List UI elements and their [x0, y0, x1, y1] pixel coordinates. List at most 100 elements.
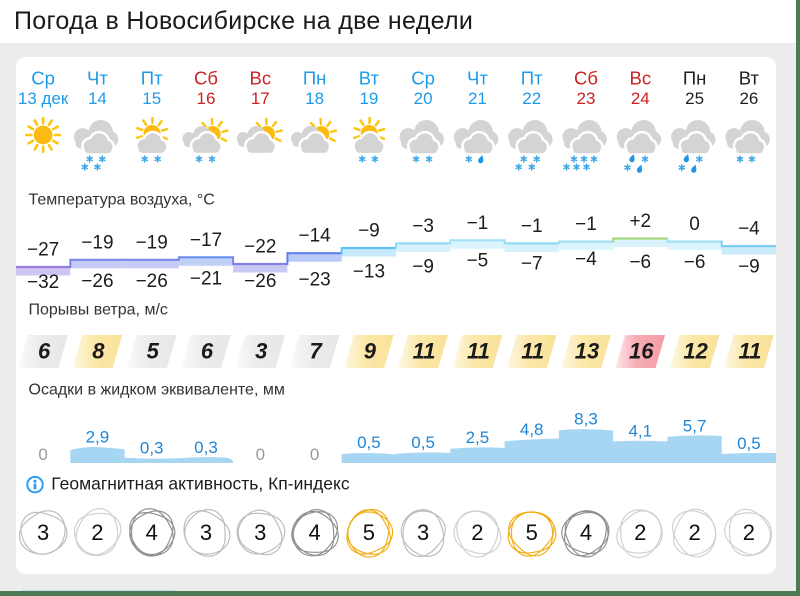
svg-text:0,5: 0,5: [357, 433, 381, 452]
svg-text:−27: −27: [27, 240, 59, 261]
svg-text:3: 3: [255, 339, 267, 364]
svg-text:Вт: Вт: [359, 68, 380, 89]
svg-text:−9: −9: [412, 256, 434, 277]
svg-text:16: 16: [197, 89, 216, 108]
svg-text:−26: −26: [244, 271, 276, 292]
svg-text:−32: −32: [27, 272, 59, 293]
svg-text:17: 17: [251, 89, 270, 108]
svg-text:−6: −6: [629, 252, 651, 273]
svg-text:8: 8: [92, 339, 105, 364]
svg-text:3: 3: [200, 520, 212, 545]
svg-text:Осадки в жидком эквиваленте, м: Осадки в жидком эквиваленте, мм: [29, 382, 285, 399]
svg-text:24: 24: [631, 89, 650, 108]
svg-text:2: 2: [634, 520, 646, 545]
svg-text:−1: −1: [467, 213, 489, 234]
svg-text:−1: −1: [575, 214, 597, 235]
svg-text:11: 11: [413, 339, 436, 364]
svg-text:25: 25: [685, 89, 704, 108]
svg-text:−3: −3: [412, 216, 434, 237]
svg-text:−13: −13: [353, 261, 385, 282]
svg-text:22: 22: [522, 89, 541, 108]
svg-text:2: 2: [743, 520, 755, 545]
svg-text:−6: −6: [684, 252, 706, 273]
svg-text:−4: −4: [575, 249, 597, 270]
svg-text:4,1: 4,1: [628, 422, 652, 441]
svg-text:−19: −19: [136, 232, 168, 253]
svg-text:20: 20: [414, 89, 433, 108]
svg-text:5: 5: [363, 520, 375, 545]
svg-text:Вс: Вс: [250, 68, 272, 89]
svg-text:16: 16: [629, 339, 654, 364]
svg-text:6: 6: [38, 339, 51, 364]
svg-text:18: 18: [305, 89, 324, 108]
svg-text:0: 0: [256, 445, 265, 464]
svg-text:4: 4: [146, 520, 158, 545]
svg-text:2: 2: [91, 520, 103, 545]
svg-text:0,5: 0,5: [737, 434, 761, 453]
svg-text:0: 0: [38, 445, 47, 464]
svg-text:2: 2: [688, 520, 700, 545]
svg-text:5: 5: [526, 520, 538, 545]
svg-text:0,5: 0,5: [411, 433, 435, 452]
svg-text:Геомагнитная активность, Кп-ин: Геомагнитная активность, Кп-индекс: [51, 474, 350, 494]
svg-text:−5: −5: [467, 251, 489, 272]
svg-text:13 дек: 13 дек: [18, 89, 69, 108]
svg-text:−14: −14: [298, 226, 331, 247]
svg-text:3: 3: [417, 520, 429, 545]
svg-text:2,5: 2,5: [466, 428, 490, 447]
svg-text:−1: −1: [521, 216, 543, 237]
svg-text:21: 21: [468, 89, 487, 108]
svg-text:−9: −9: [358, 221, 380, 242]
svg-text:19: 19: [359, 89, 378, 108]
svg-text:+2: +2: [629, 211, 651, 232]
svg-text:11: 11: [738, 339, 761, 364]
svg-text:6: 6: [201, 339, 214, 364]
svg-text:4: 4: [580, 520, 592, 545]
svg-text:Чт: Чт: [87, 68, 108, 89]
svg-text:0: 0: [689, 214, 700, 235]
svg-text:12: 12: [683, 339, 708, 364]
svg-text:7: 7: [309, 339, 323, 364]
svg-text:Ср: Ср: [31, 68, 55, 89]
svg-text:8,3: 8,3: [574, 410, 598, 429]
svg-text:Пн: Пн: [683, 68, 707, 89]
svg-text:9: 9: [364, 339, 377, 364]
svg-text:23: 23: [577, 89, 596, 108]
svg-text:−23: −23: [298, 270, 330, 291]
svg-text:Пт: Пт: [521, 68, 543, 89]
svg-text:11: 11: [521, 339, 544, 364]
svg-text:Чт: Чт: [467, 68, 488, 89]
svg-text:Порывы ветра, м/с: Порывы ветра, м/с: [29, 302, 168, 319]
svg-text:11: 11: [467, 339, 490, 364]
svg-text:Пт: Пт: [141, 68, 163, 89]
svg-text:14: 14: [88, 89, 107, 108]
svg-text:−26: −26: [81, 271, 113, 292]
svg-text:Пн: Пн: [303, 68, 327, 89]
svg-text:−17: −17: [190, 230, 222, 251]
svg-text:5,7: 5,7: [683, 417, 707, 436]
svg-text:−21: −21: [190, 268, 222, 289]
svg-text:Вт: Вт: [739, 68, 760, 89]
svg-text:0,3: 0,3: [140, 438, 164, 457]
svg-text:4: 4: [308, 520, 320, 545]
svg-text:5: 5: [147, 339, 160, 364]
svg-text:3: 3: [37, 520, 49, 545]
svg-text:−22: −22: [244, 237, 276, 258]
svg-text:26: 26: [739, 89, 758, 108]
svg-text:0: 0: [310, 445, 319, 464]
svg-text:Температура воздуха, °C: Температура воздуха, °C: [29, 192, 215, 209]
svg-text:3: 3: [254, 520, 266, 545]
svg-text:−7: −7: [521, 254, 543, 275]
svg-text:Сб: Сб: [574, 68, 598, 89]
svg-text:0,3: 0,3: [194, 438, 218, 457]
svg-text:−19: −19: [81, 232, 113, 253]
svg-text:2: 2: [471, 520, 483, 545]
svg-text:Вс: Вс: [630, 68, 652, 89]
svg-text:4,8: 4,8: [520, 420, 544, 439]
svg-text:−26: −26: [136, 271, 168, 292]
svg-text:2,9: 2,9: [86, 428, 110, 447]
svg-text:Ср: Ср: [411, 68, 435, 89]
svg-text:Сб: Сб: [194, 68, 218, 89]
svg-text:13: 13: [575, 339, 599, 364]
svg-text:15: 15: [142, 89, 161, 108]
